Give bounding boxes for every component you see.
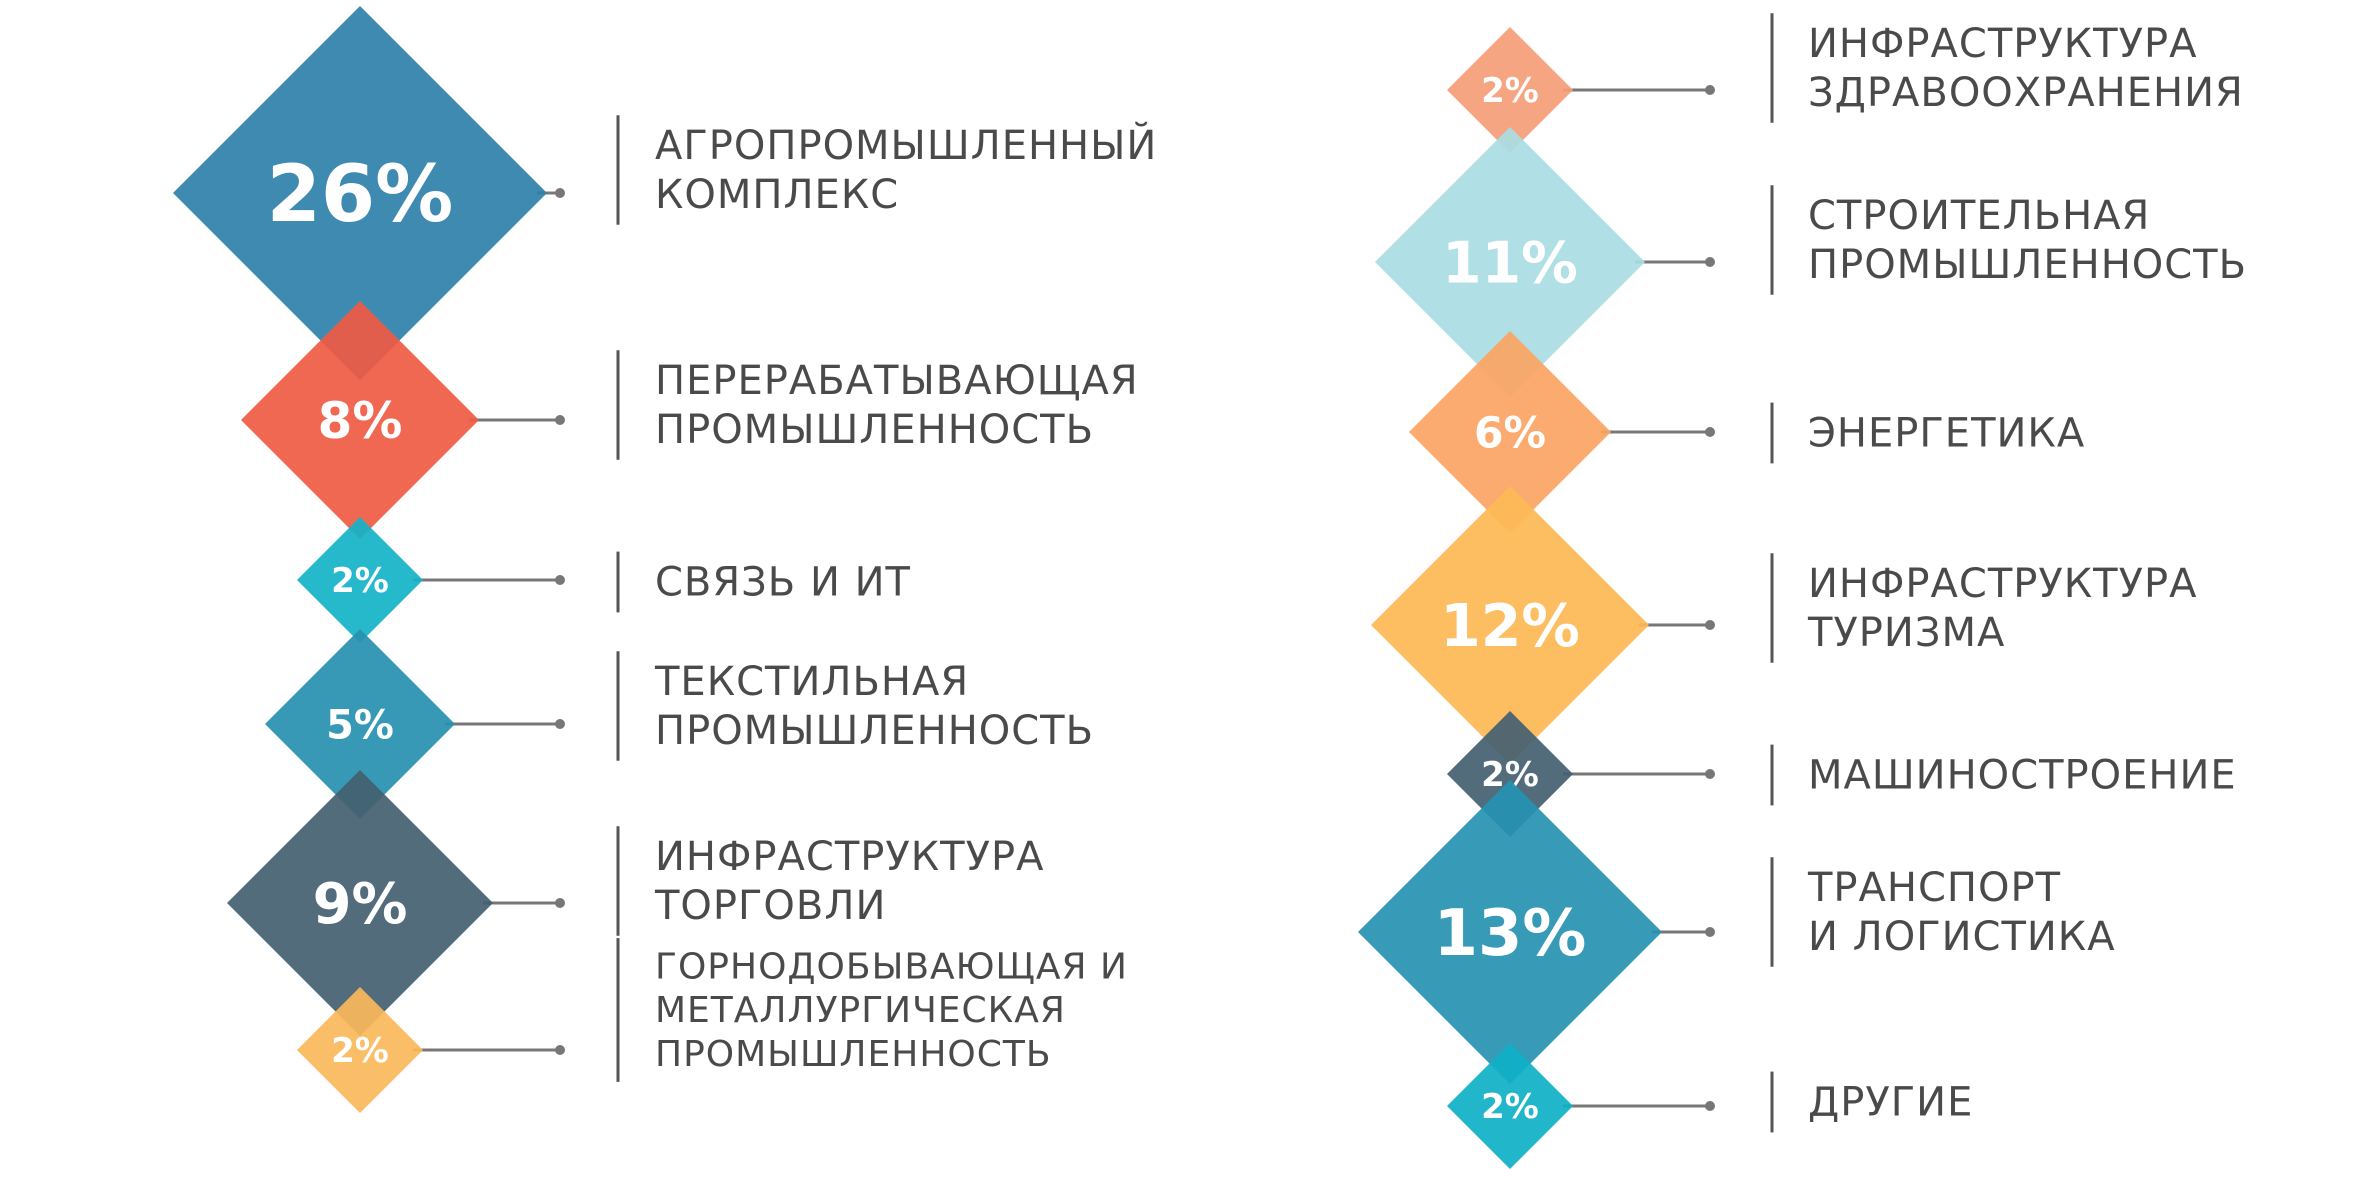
category-label: ИНФРАСТРУКТУРА <box>1808 21 2197 67</box>
category-label: ТЕКСТИЛЬНАЯ <box>654 659 969 705</box>
value-diamond <box>297 987 423 1113</box>
category-label: ЭНЕРГЕТИКА <box>1808 411 2085 457</box>
value-label: 13% <box>1434 897 1587 971</box>
category-label: ДРУГИЕ <box>1808 1080 1973 1126</box>
connector-dot <box>1705 927 1715 937</box>
connector-dot <box>1705 769 1715 779</box>
sector-item: 2% СВЯЗЬ И ИТ <box>297 517 911 643</box>
connector-dot <box>1705 620 1715 630</box>
category-label: ПЕРЕРАБАТЫВАЮЩАЯ <box>655 358 1139 404</box>
category-label: ТРАНСПОРТ <box>1807 865 2061 911</box>
value-label: 2% <box>1481 71 1539 111</box>
value-diamond <box>1375 127 1645 397</box>
value-label: 2% <box>331 1031 389 1071</box>
category-label: ПРОМЫШЛЕННОСТЬ <box>655 1034 1052 1075</box>
connector-dot <box>555 188 565 198</box>
category-label: ГОРНОДОБЫВАЮЩАЯ И <box>655 946 1128 987</box>
category-label: ИНФРАСТРУКТУРА <box>655 834 1044 880</box>
value-diamond <box>1447 1043 1573 1169</box>
sector-item: 2% ДРУГИЕ <box>1447 1043 1973 1169</box>
value-label: 9% <box>313 872 408 937</box>
connector-dot <box>555 575 565 585</box>
value-label: 5% <box>326 702 394 748</box>
category-label: СВЯЗЬ И ИТ <box>655 560 911 606</box>
connector-dot <box>555 898 565 908</box>
value-diamond <box>241 301 479 539</box>
value-label: 2% <box>331 561 389 601</box>
value-diamond <box>1371 486 1649 764</box>
sector-item: 2% ГОРНОДОБЫВАЮЩАЯ ИМЕТАЛЛУРГИЧЕСКАЯПРОМЫ… <box>297 938 1128 1113</box>
value-label: 11% <box>1442 230 1578 296</box>
connector-dot <box>1705 85 1715 95</box>
value-diamond <box>173 6 547 380</box>
sector-item: 2% МАШИНОСТРОЕНИЕ <box>1447 711 2237 837</box>
value-label: 6% <box>1474 409 1546 458</box>
sector-item: 6% ЭНЕРГЕТИКА <box>1409 331 2085 533</box>
category-label: ПРОМЫШЛЕННОСТЬ <box>655 708 1094 754</box>
category-label: ЗДРАВООХРАНЕНИЯ <box>1808 70 2244 116</box>
value-diamond <box>1447 27 1573 153</box>
value-label: 2% <box>1481 1087 1539 1127</box>
category-label: КОМПЛЕКС <box>655 172 899 218</box>
category-label: ПРОМЫШЛЕННОСТЬ <box>655 407 1094 453</box>
category-label: МАШИНОСТРОЕНИЕ <box>1808 753 2237 799</box>
category-label: ТОРГОВЛИ <box>654 883 886 929</box>
category-label: АГРОПРОМЫШЛЕННЫЙ <box>655 121 1157 169</box>
category-label: ТУРИЗМА <box>1807 610 2005 656</box>
category-label: И ЛОГИСТИКА <box>1808 914 2116 960</box>
value-diamond <box>1358 780 1662 1084</box>
connector-dot <box>1705 427 1715 437</box>
connector-dot <box>555 719 565 729</box>
connector-dot <box>1705 1101 1715 1111</box>
value-diamond <box>227 770 493 1036</box>
value-label: 26% <box>267 150 454 240</box>
column-2: 2%ИНФРАСТРУКТУРАЗДРАВООХРАНЕНИЯ11%СТРОИТ… <box>1358 13 2247 1169</box>
category-label: ПРОМЫШЛЕННОСТЬ <box>1808 242 2247 288</box>
value-diamond <box>1409 331 1611 533</box>
category-label: МЕТАЛЛУРГИЧЕСКАЯ <box>655 990 1066 1031</box>
connector-dot <box>1705 257 1715 267</box>
value-diamond <box>1447 711 1573 837</box>
category-label: СТРОИТЕЛЬНАЯ <box>1808 193 2150 239</box>
connector-dot <box>555 415 565 425</box>
value-label: 12% <box>1440 592 1580 660</box>
connector-dot <box>555 1045 565 1055</box>
value-label: 8% <box>318 392 403 450</box>
value-diamond <box>297 517 423 643</box>
category-label: ИНФРАСТРУКТУРА <box>1808 561 2197 607</box>
value-diamond <box>265 629 455 819</box>
